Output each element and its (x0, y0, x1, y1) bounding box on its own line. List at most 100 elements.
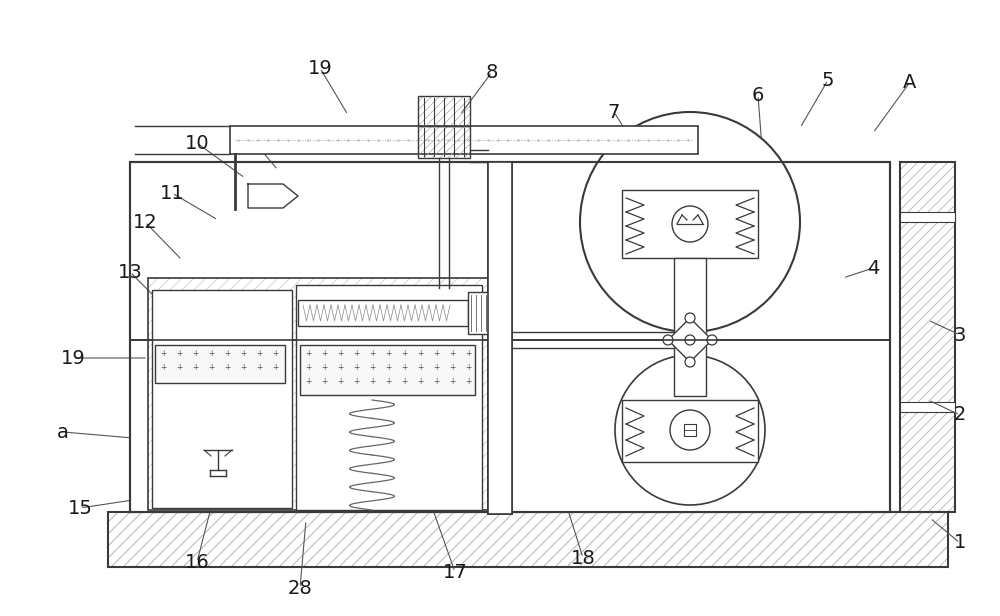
Text: +: + (305, 349, 311, 357)
Text: +: + (240, 362, 246, 371)
Bar (488, 162, 512, 514)
Bar (148, 278, 488, 510)
Polygon shape (668, 318, 712, 362)
Text: +: + (256, 349, 262, 357)
Text: 9: 9 (249, 134, 261, 153)
Text: 4: 4 (867, 259, 879, 277)
Text: 10: 10 (185, 134, 209, 153)
Text: +: + (208, 362, 214, 371)
Circle shape (685, 357, 695, 367)
Circle shape (685, 335, 695, 345)
Circle shape (580, 112, 800, 332)
Bar (418, 126, 470, 158)
Text: +: + (401, 349, 407, 357)
Text: +: + (449, 362, 455, 371)
Text: 18: 18 (571, 548, 595, 567)
Bar (684, 424, 696, 436)
Text: +: + (160, 349, 166, 357)
Text: 13: 13 (118, 262, 142, 282)
Text: +: + (417, 349, 423, 357)
Text: +: + (321, 362, 327, 371)
Bar (530, 340, 860, 512)
Bar (900, 162, 955, 512)
Bar (300, 345, 475, 395)
Text: +: + (449, 376, 455, 386)
Bar (900, 212, 955, 222)
Text: +: + (240, 349, 246, 357)
Text: +: + (224, 362, 230, 371)
Text: +: + (353, 349, 359, 357)
Bar (418, 96, 470, 126)
Text: 5: 5 (822, 70, 834, 89)
Text: +: + (433, 349, 439, 357)
Text: +: + (272, 362, 278, 371)
Text: +: + (385, 362, 391, 371)
Text: 16: 16 (185, 553, 209, 572)
Text: +: + (208, 349, 214, 357)
Bar (108, 512, 948, 567)
Text: +: + (401, 362, 407, 371)
Circle shape (672, 206, 708, 242)
Text: +: + (321, 349, 327, 357)
Polygon shape (248, 184, 298, 208)
Text: +: + (256, 362, 262, 371)
Text: 8: 8 (486, 62, 498, 81)
Circle shape (615, 355, 765, 505)
Bar (900, 402, 955, 412)
Bar (488, 162, 512, 514)
Text: 6: 6 (752, 86, 764, 105)
Bar (296, 285, 482, 510)
Text: +: + (433, 362, 439, 371)
Text: +: + (160, 362, 166, 371)
Text: +: + (305, 376, 311, 386)
Text: +: + (353, 376, 359, 386)
Bar (130, 162, 890, 512)
Circle shape (663, 335, 673, 345)
Text: +: + (176, 349, 182, 357)
Text: 17: 17 (443, 562, 467, 582)
Text: 12: 12 (133, 213, 157, 232)
Text: +: + (192, 349, 198, 357)
Bar (622, 190, 758, 258)
Text: +: + (176, 362, 182, 371)
Text: a: a (57, 423, 69, 442)
Text: +: + (385, 349, 391, 357)
Bar (132, 348, 498, 509)
Text: +: + (321, 376, 327, 386)
Text: +: + (337, 349, 343, 357)
Text: +: + (305, 362, 311, 371)
Text: 28: 28 (288, 578, 312, 598)
Text: +: + (417, 376, 423, 386)
Text: +: + (449, 349, 455, 357)
Text: +: + (465, 362, 471, 371)
Bar (622, 400, 758, 462)
Text: +: + (353, 362, 359, 371)
Text: +: + (369, 376, 375, 386)
Text: 2: 2 (954, 405, 966, 424)
Text: +: + (337, 376, 343, 386)
Text: +: + (417, 362, 423, 371)
Text: 3: 3 (954, 325, 966, 344)
Text: +: + (465, 376, 471, 386)
Text: 1: 1 (954, 533, 966, 553)
Text: +: + (385, 376, 391, 386)
Text: 7: 7 (608, 102, 620, 121)
Circle shape (707, 335, 717, 345)
Circle shape (685, 313, 695, 323)
Circle shape (670, 410, 710, 450)
Text: A: A (903, 73, 917, 92)
Bar (130, 162, 890, 512)
Text: +: + (401, 376, 407, 386)
Bar (155, 345, 285, 383)
Text: 19: 19 (308, 59, 332, 78)
Text: +: + (272, 349, 278, 357)
Text: +: + (369, 362, 375, 371)
Bar (230, 126, 698, 154)
Text: 19: 19 (61, 349, 85, 368)
Text: +: + (465, 349, 471, 357)
Bar (298, 300, 468, 326)
Bar (468, 292, 490, 334)
Text: +: + (369, 349, 375, 357)
Bar (152, 290, 292, 508)
Text: 15: 15 (68, 498, 92, 517)
